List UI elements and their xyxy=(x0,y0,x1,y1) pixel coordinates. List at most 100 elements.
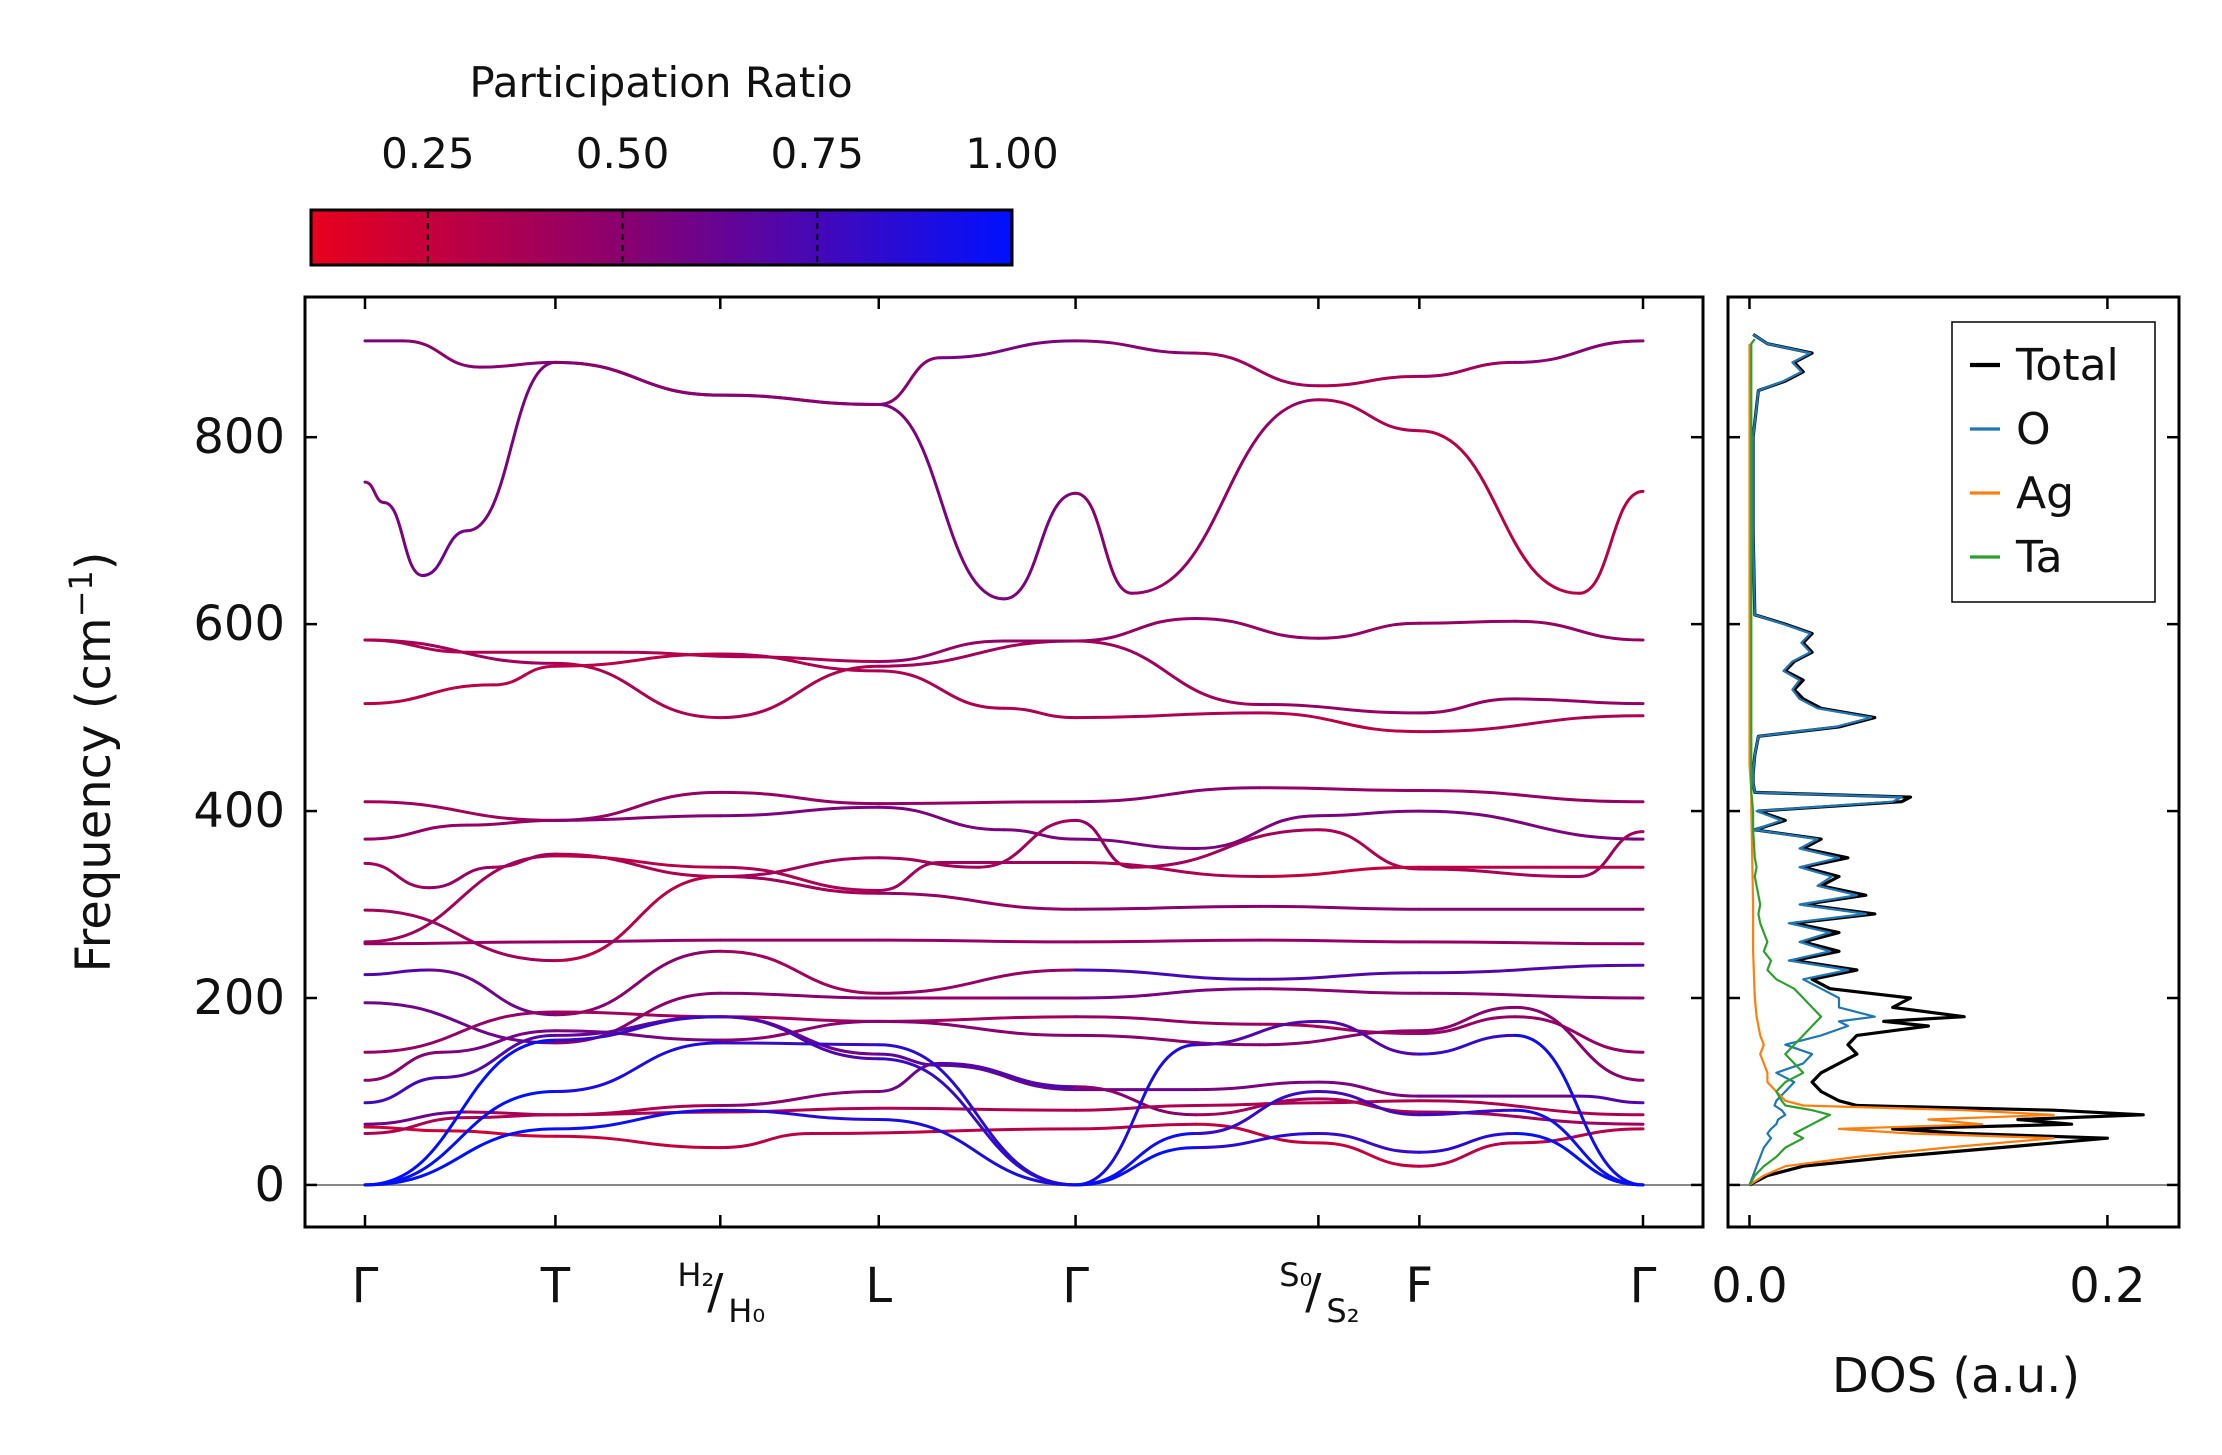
band-segment xyxy=(1258,987,1421,995)
band-segment xyxy=(938,1063,1078,1092)
band-segment xyxy=(1194,617,1320,640)
k-point-label-top: S₀ xyxy=(1279,1256,1312,1294)
band-segment xyxy=(1194,1080,1320,1092)
dos-lines xyxy=(1748,333,2145,1187)
band-segment xyxy=(1074,1033,1262,1047)
band-10 xyxy=(363,854,1645,944)
k-point-label-top: H₂ xyxy=(677,1256,714,1294)
y-tick-label: 200 xyxy=(193,970,285,1026)
band-segment xyxy=(363,968,431,977)
band-segment xyxy=(553,938,722,944)
band-segment xyxy=(553,1041,722,1093)
band-segment xyxy=(421,529,469,577)
band-segment xyxy=(1316,374,1421,388)
band-segment xyxy=(1316,1080,1421,1098)
band-segment xyxy=(1074,339,1198,355)
band-segment xyxy=(363,908,557,963)
band-segment xyxy=(1417,1132,1517,1154)
band-segment xyxy=(718,393,881,406)
y-tick-label: 800 xyxy=(193,409,285,465)
band-segment xyxy=(1577,830,1645,878)
band-segment xyxy=(427,865,495,890)
band-segment xyxy=(363,1050,444,1082)
band-segment xyxy=(718,664,881,720)
band-segment xyxy=(877,403,1006,601)
band-segment xyxy=(553,875,722,963)
band-axes-frame xyxy=(303,295,1705,1229)
band-20 xyxy=(363,1015,1645,1187)
band-6 xyxy=(363,786,1645,822)
band-segment xyxy=(718,1041,881,1047)
band-segment xyxy=(363,940,557,946)
colorbar-tick-label: 0.50 xyxy=(576,129,670,178)
dos-curve-ag xyxy=(1748,343,2055,1186)
band-segment xyxy=(718,991,881,1000)
band-segment xyxy=(1513,1132,1645,1187)
band-segment xyxy=(1074,938,1262,944)
band-segment xyxy=(363,800,557,822)
band-segment xyxy=(491,664,557,687)
dos-x-axis: 0.0 0.2 xyxy=(1711,297,2146,1314)
band-segment xyxy=(1074,968,1262,981)
band-segment xyxy=(1316,828,1421,871)
band-segment xyxy=(1074,1043,1198,1187)
dos-axes-frame xyxy=(1726,295,2181,1229)
band-12 xyxy=(363,949,1645,1017)
band-segment xyxy=(1316,398,1421,433)
band-segment xyxy=(938,1061,1078,1089)
k-point-label: Γ xyxy=(1630,1258,1657,1314)
band-segment xyxy=(718,805,881,818)
band-segment xyxy=(1074,818,1134,869)
band-segment xyxy=(401,339,482,369)
band-segment xyxy=(465,360,557,533)
band-9 xyxy=(363,875,1645,963)
colorbar: Participation Ratio 0.25 0.50 0.75 1.00 xyxy=(309,58,1059,267)
band-segment xyxy=(1316,1097,1421,1114)
band-segment xyxy=(1258,865,1421,878)
band-segment xyxy=(1002,828,1078,841)
colorbar-ticks: 0.25 0.50 0.75 1.00 xyxy=(381,129,1059,263)
band-segment xyxy=(363,638,469,654)
band-segment xyxy=(1258,711,1421,734)
band-segment xyxy=(363,1076,444,1105)
band-x-axis: Γ T H₂/H₀ L Γ S₀/S₂ F Γ xyxy=(352,297,1657,1330)
band-segment xyxy=(1417,1033,1517,1056)
band-segment xyxy=(1417,789,1645,804)
band-segment xyxy=(1074,491,1134,595)
colorbar-title: Participation Ratio xyxy=(469,58,852,107)
band-segment xyxy=(1417,867,1581,878)
band-segment xyxy=(718,949,881,995)
band-segment xyxy=(1130,828,1320,869)
band-segment xyxy=(427,968,557,1017)
band-segment xyxy=(1002,491,1078,601)
band-segment xyxy=(877,800,1078,806)
band-segment xyxy=(1194,1019,1320,1047)
band-segment xyxy=(1417,940,1645,946)
band-segment xyxy=(1417,360,1517,378)
band-segment xyxy=(363,1038,557,1187)
band-segment xyxy=(718,1090,881,1107)
colorbar-tick-label: 1.00 xyxy=(965,129,1059,178)
band-segment xyxy=(553,652,722,668)
band-segment xyxy=(877,639,1078,668)
band-2 xyxy=(363,360,1645,601)
band-segment xyxy=(1074,1132,1198,1187)
band-segment xyxy=(1074,617,1198,643)
k-point-label: F xyxy=(1406,1258,1434,1314)
band-segment xyxy=(877,639,1006,663)
band-segment xyxy=(363,823,469,841)
band-segment xyxy=(363,1001,557,1045)
band-segment xyxy=(1074,639,1262,706)
y-tick-label: 400 xyxy=(193,783,285,839)
band-segment xyxy=(877,861,942,892)
band-segment xyxy=(1074,1085,1198,1117)
band-segment xyxy=(718,865,881,892)
band-segment xyxy=(1074,861,1262,878)
band-segment xyxy=(1316,1132,1421,1154)
band-segment xyxy=(363,861,431,890)
k-point-label: Γ xyxy=(352,1258,379,1314)
band-segment xyxy=(718,1015,881,1061)
band-segment xyxy=(1417,714,1645,734)
band-segment xyxy=(718,790,881,806)
